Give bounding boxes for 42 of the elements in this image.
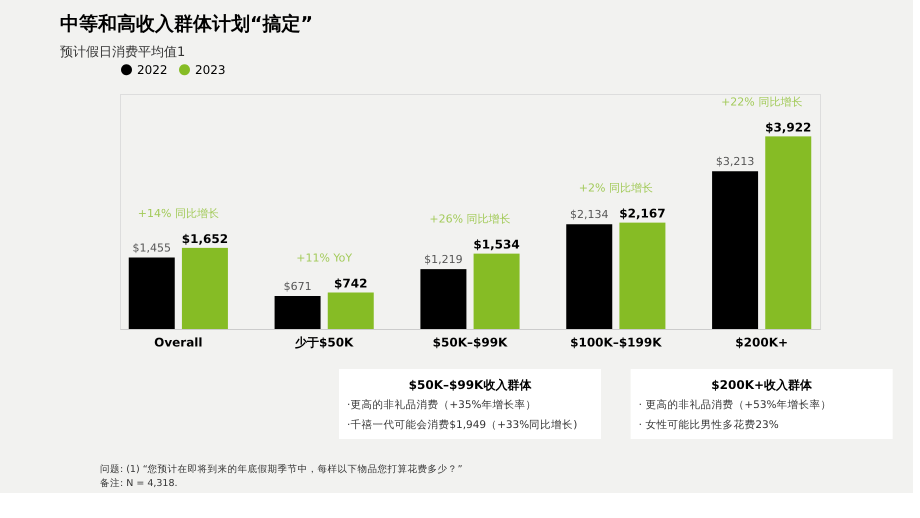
data-label: $3,922 xyxy=(765,120,812,134)
x-tick-label: $50K–$99K xyxy=(432,336,508,350)
data-label: $3,213 xyxy=(716,155,754,168)
text: ·更高的非礼品消费（+35%年增长率） xyxy=(347,398,536,411)
chart-subtitle: 预计假日消费平均值1 xyxy=(60,45,186,60)
bar xyxy=(182,248,228,329)
text: · 女性可能比男性多花费23% xyxy=(638,418,779,431)
text: · 更高的非礼品消费（+53%年增长率） xyxy=(638,398,832,411)
bar xyxy=(274,296,321,329)
text: $50K–$99K收入群体 xyxy=(408,378,532,392)
bar xyxy=(328,292,374,329)
data-label: $2,167 xyxy=(619,206,666,221)
annotation: +11% YoY xyxy=(296,252,352,265)
data-label: $2,134 xyxy=(570,208,608,222)
legend-label: 2022 xyxy=(137,62,168,77)
bar xyxy=(765,136,812,329)
text: +22% 同比增长 xyxy=(721,95,802,108)
x-tick-label: $100K–$199K xyxy=(570,336,662,350)
bar xyxy=(619,222,666,329)
annotation: +2% 同比增长 xyxy=(578,182,653,195)
bar xyxy=(474,254,520,329)
chart-title: 中等和高收入群体计划“搞定” xyxy=(60,13,313,35)
data-label: $671 xyxy=(284,280,312,294)
x-tick-label: Overall xyxy=(154,336,203,350)
legend-label: 2023 xyxy=(195,62,226,77)
x-tick-label: 少于$50K xyxy=(294,336,354,350)
text: $200K+收入群体 xyxy=(711,378,814,392)
text: 问题: (1) “您预计在即将到来的年底假期季节中，每样以下物品您打算花费多少？” xyxy=(100,463,463,475)
data-label: $1,534 xyxy=(473,238,520,252)
annotation: +26% 同比增长 xyxy=(429,212,511,226)
bar xyxy=(712,171,758,329)
bar xyxy=(128,258,175,329)
data-label: $1,219 xyxy=(424,253,463,266)
data-label: $1,455 xyxy=(132,242,171,255)
data-label: $742 xyxy=(334,276,368,291)
text: 备注: N = 4,318. xyxy=(100,477,178,489)
bar xyxy=(566,224,612,329)
annotation: +14% 同比增长 xyxy=(138,206,219,220)
x-tick-label: $200K+ xyxy=(735,336,788,350)
data-label: $1,652 xyxy=(182,232,228,246)
text: ·千禧一代可能会消费$1,949（+33%同比增长) xyxy=(347,418,578,431)
bar xyxy=(420,269,466,329)
